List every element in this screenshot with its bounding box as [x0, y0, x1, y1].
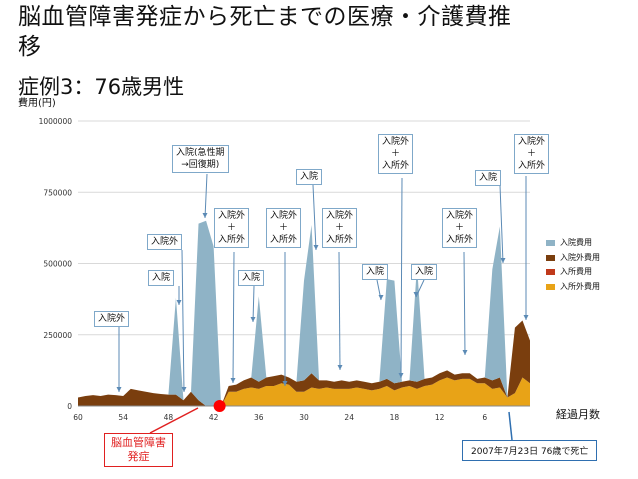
annotation-arrowhead [181, 387, 187, 392]
annotation-arrow [252, 285, 255, 323]
annotation-arrowhead [378, 295, 384, 300]
legend-item-outpatient: 入院外費用 [546, 251, 600, 265]
y-tick-label: 0 [67, 402, 72, 411]
y-axis-label: 費用(円) [18, 98, 56, 109]
annotation-arrow [232, 251, 235, 384]
annotation-label: 入院外 [147, 234, 183, 250]
annotation-label: 入院 [148, 270, 175, 286]
x-tick-label: 36 [254, 413, 264, 422]
annotation-label: 入院外 [94, 311, 130, 327]
x-tick-label: 48 [164, 413, 174, 422]
annotation-label: 入院 [475, 170, 502, 186]
legend: 入院費用 入院外費用 入所費用 入所外費用 [546, 236, 600, 294]
y-tick-label: 250000 [43, 331, 72, 340]
annotation-arrowhead [398, 373, 404, 378]
x-tick-label: 18 [390, 413, 400, 422]
y-tick-label: 500000 [43, 260, 72, 269]
legend-swatch [546, 240, 555, 246]
x-tick-label: 12 [435, 413, 445, 422]
x-tick-label: 60 [73, 413, 83, 422]
case-subtitle: 症例3：76歳男性 [18, 75, 185, 99]
annotation-label: 入院(急性期 →回復期) [172, 145, 229, 173]
legend-label: 入所費用 [560, 267, 592, 276]
annotation-label: 入院外＋入所外 [514, 134, 550, 174]
annotation-label: 入院 [296, 169, 323, 185]
annotation-arrowhead [313, 245, 319, 250]
annotation-arrow [204, 173, 208, 219]
annotation-arrow [181, 249, 185, 393]
y-tick-label: 750000 [43, 188, 72, 197]
x-axis-label: 経過月数 [556, 408, 600, 421]
annotation-arrowhead [282, 381, 288, 386]
x-tick-label: 42 [209, 413, 219, 422]
annotation-arrowhead [523, 315, 529, 320]
annotation-label: 入院外＋入所外 [322, 208, 358, 248]
annotation-label: 入院外＋入所外 [266, 208, 302, 248]
annotation-arrow [400, 177, 403, 379]
onset-connector [149, 407, 199, 434]
onset-label: 脳血管障害 発症 [104, 433, 173, 467]
annotation-arrowhead [337, 365, 343, 370]
annotation-label: 入院外＋入所外 [442, 208, 478, 248]
annotation-arrowhead [176, 300, 182, 305]
annotation-arrow [499, 184, 504, 264]
annotation-arrowhead [413, 292, 419, 297]
annotation-arrowhead [500, 258, 506, 263]
annotation-arrowhead [250, 317, 256, 322]
annotation-arrowhead [116, 387, 122, 392]
death-connector [508, 411, 513, 441]
annotation-arrow [338, 251, 341, 371]
legend-item-non-facility: 入所外費用 [546, 280, 600, 294]
legend-swatch [546, 269, 555, 275]
onset-marker [213, 400, 226, 412]
annotation-arrow [312, 184, 317, 251]
legend-label: 入院外費用 [560, 252, 600, 262]
legend-item-facility: 入所費用 [546, 265, 600, 279]
annotation-label: 入院 [411, 264, 438, 280]
title-line-1: 脳血管障害発症から死亡までの医療・介護費推 [18, 4, 512, 30]
legend-label: 入所外費用 [560, 281, 600, 291]
title-line-2: 移 [18, 34, 42, 60]
annotation-label: 入院外＋入所外 [378, 134, 414, 174]
annotation-arrowhead [202, 213, 208, 218]
x-tick-label: 30 [299, 413, 309, 422]
annotation-label: 入院 [362, 264, 389, 280]
annotation-arrowhead [462, 350, 468, 355]
annotation-arrowhead [230, 378, 236, 383]
death-label: 2007年7月23日 76歳で死亡 [462, 440, 598, 461]
legend-swatch [546, 283, 555, 290]
y-tick-label: 1000000 [39, 117, 73, 126]
legend-item-inpatient: 入院費用 [546, 236, 600, 250]
x-tick-label: 6 [482, 413, 487, 422]
page-title: 脳血管障害発症から死亡までの医療・介護費推 移 [18, 2, 512, 62]
legend-swatch [546, 254, 555, 261]
annotation-arrow [463, 251, 466, 356]
annotation-label: 入院 [238, 270, 265, 286]
series-area-1 [78, 320, 530, 406]
x-tick-label: 54 [118, 413, 128, 422]
x-tick-label: 24 [344, 413, 354, 422]
annotation-label: 入院外＋入所外 [214, 208, 250, 248]
legend-label: 入院費用 [560, 238, 592, 247]
